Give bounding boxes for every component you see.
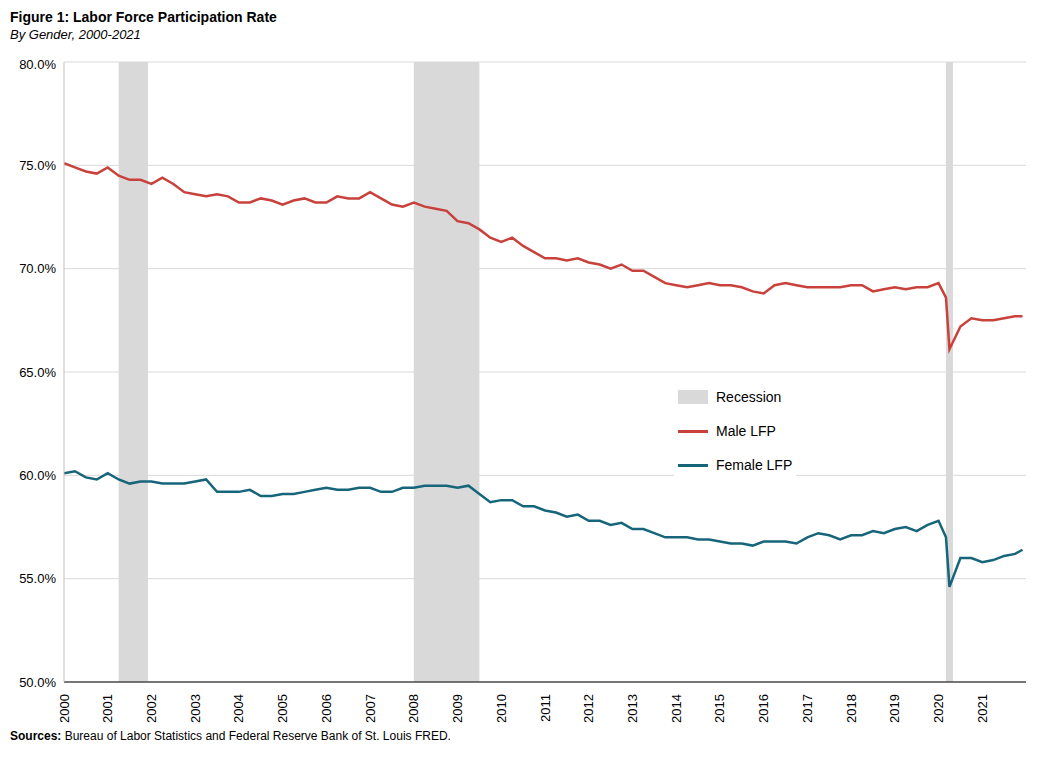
svg-text:2006: 2006 [319, 694, 334, 723]
svg-text:2004: 2004 [231, 694, 246, 723]
html-text:Female LFP: Female LFP [716, 457, 793, 473]
svg-text:2001: 2001 [100, 694, 115, 723]
svg-text:60.0%: 60.0% [19, 468, 56, 483]
svg-text:2013: 2013 [625, 694, 640, 723]
svg-text:65.0%: 65.0% [19, 365, 56, 380]
svg-text:2009: 2009 [450, 694, 465, 723]
svg-text:2010: 2010 [494, 694, 509, 723]
html-text:Male LFP: Male LFP [716, 423, 776, 439]
svg-text:2020: 2020 [931, 694, 946, 723]
html-text:Recession: Recession [716, 389, 782, 405]
svg-text:75.0%: 75.0% [19, 158, 56, 173]
svg-text:2019: 2019 [887, 694, 902, 723]
svg-text:80.0%: 80.0% [19, 57, 56, 72]
svg-text:2011: 2011 [538, 694, 553, 722]
svg-text:70.0%: 70.0% [19, 261, 56, 276]
html-text:Sources: Bureau of Labor Stati: Sources: Bureau of Labor Statistics and … [10, 729, 451, 743]
svg-text:2015: 2015 [712, 694, 727, 723]
svg-text:50.0%: 50.0% [19, 675, 56, 690]
svg-text:55.0%: 55.0% [19, 571, 56, 586]
html-text:By Gender, 2000-2021: By Gender, 2000-2021 [10, 27, 141, 42]
svg-text:2018: 2018 [844, 694, 859, 723]
svg-text:2003: 2003 [188, 694, 203, 723]
svg-text:2000: 2000 [57, 694, 72, 723]
svg-text:2014: 2014 [669, 694, 684, 723]
svg-text:2007: 2007 [363, 694, 378, 723]
svg-text:2017: 2017 [800, 694, 815, 723]
svg-text:2012: 2012 [581, 694, 596, 723]
svg-text:2021: 2021 [975, 694, 990, 723]
svg-text:2016: 2016 [756, 694, 771, 723]
svg-text:2002: 2002 [144, 694, 159, 723]
html-text:Figure 1: Labor Force Particip: Figure 1: Labor Force Participation Rate [10, 9, 277, 25]
svg-text:2008: 2008 [406, 694, 421, 723]
svg-text:2005: 2005 [275, 694, 290, 723]
